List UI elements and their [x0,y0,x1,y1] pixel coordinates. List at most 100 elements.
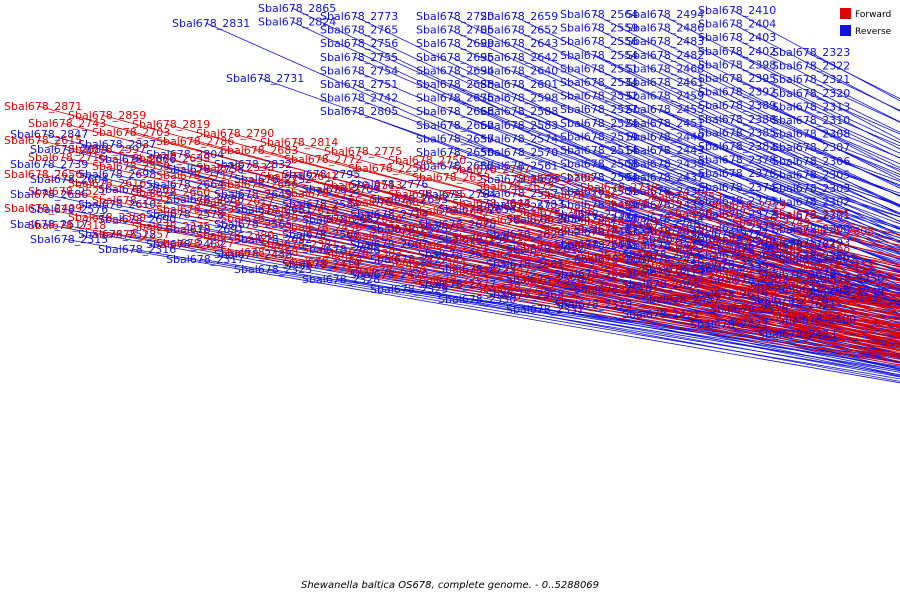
reverse-gene-label: Sbal678_2382 [698,140,776,153]
reverse-gene-label: Sbal678_2604 [30,173,108,186]
forward-gene-label: Sbal678_2375 [132,220,210,233]
reverse-gene-label: Sbal678_2681 [234,203,312,216]
reverse-gene-label: Sbal678_2614 [710,243,788,256]
reverse-label-connector [659,40,900,159]
forward-gene-label: Sbal678_2656 [4,168,82,181]
forward-gene-label: Sbal678_2568 [772,242,850,255]
forward-label-connector [357,150,900,298]
reverse-gene-label: Sbal678_2561 [480,160,558,173]
reverse-gene-label: Sbal678_2305 [772,168,850,181]
forward-gene-label: Sbal678_2479 [220,212,298,225]
reverse-gene-label: Sbal678_2462 [146,238,224,251]
reverse-gene-label: Sbal678_2301 [772,209,850,222]
reverse-gene-label: Sbal678_2486 [626,22,704,35]
forward-label-connector [253,183,900,330]
reverse-gene-label: Sbal678_2524 [560,117,638,130]
reverse-gene-label: Sbal678_2368 [486,288,564,301]
reverse-label-connector [659,13,900,141]
reverse-label-connector [449,42,900,249]
forward-gene-label: Sbal678_2648 [540,223,618,236]
reverse-gene-label: Sbal678_2330 [438,293,516,306]
forward-gene-label: Sbal678_2733 [604,198,682,211]
forward-label-connector [509,185,900,282]
reverse-gene-label: Sbal678_2249 [806,286,884,299]
reverse-label-connector [723,233,900,274]
reverse-label-connector [513,29,900,215]
reverse-gene-label: Sbal678_2805 [320,105,398,118]
reverse-gene-label: Sbal678_2379 [554,298,632,311]
reverse-gene-label: Sbal678_2398 [698,58,776,71]
reverse-gene-label: Sbal678_2619 [690,288,768,301]
reverse-gene-label: Sbal678_2328 [302,273,380,286]
forward-gene-label: Sbal678_2660 [132,186,210,199]
forward-gene-label: Sbal678_2533 [196,161,274,174]
reverse-label-connector [607,288,900,335]
reverse-label-connector [449,15,900,236]
forward-gene-label: Sbal678_2569 [644,258,722,271]
reverse-gene-label: Sbal678_2420 [350,268,428,281]
reverse-label-connector [513,151,900,280]
reverse-gene-label: Sbal678_2574 [480,132,558,145]
reverse-gene-label: Sbal678_2563 [98,183,176,196]
reverse-gene-label: Sbal678_2335 [750,280,828,293]
reverse-gene-label: Sbal678_2321 [772,73,850,86]
reverse-gene-label: Sbal678_2555 [690,258,768,271]
reverse-gene-label: Sbal678_2500 [778,313,856,326]
forward-label-connector [189,242,900,358]
forward-gene-label: Sbal678_2790 [196,127,274,140]
reverse-gene-label: Sbal678_2764 [418,188,496,201]
reverse-gene-label: Sbal678_2331 [506,303,584,316]
forward-gene-label: Sbal678_2647 [412,205,490,218]
reverse-gene-label: Sbal678_2439 [626,158,704,171]
forward-gene-label: Sbal678_2523 [156,203,234,216]
reverse-gene-label: Sbal678_2694 [416,64,494,77]
reverse-label-connector [731,159,900,218]
reverse-gene-label: Sbal678_2690 [98,213,176,226]
reverse-gene-label: Sbal678_2757 [554,208,632,221]
forward-gene-label: Sbal678_2463 [348,230,426,243]
reverse-gene-label: Sbal678_2621 [758,298,836,311]
reverse-gene-label: Sbal678_2720 [416,10,494,23]
reverse-label-connector [513,124,900,265]
reverse-label-connector [539,308,900,357]
forward-gene-label: Sbal678_2409 [4,202,82,215]
reverse-gene-label: Sbal678_2699 [416,37,494,50]
reverse-label-connector [353,29,900,287]
reverse-gene-label: Sbal678_2664 [146,178,224,191]
forward-gene-label: Sbal678_2729 [580,215,658,228]
reverse-gene-label: Sbal678_2508 [560,158,638,171]
reverse-gene-label: Sbal678_2317 [166,253,244,266]
forward-gene-label: Sbal678_2467 [668,275,746,288]
forward-label-connector [573,228,900,295]
reverse-label-connector [731,132,900,196]
reverse-gene-label: Sbal678_2714 [350,208,428,221]
reverse-gene-label: Sbal678_2688 [416,78,494,91]
reverse-label-connector [593,136,900,247]
reverse-gene-label: Sbal678_2837 [78,138,156,151]
forward-label-connector [509,219,900,301]
reverse-label-connector [723,293,900,321]
forward-gene-label: Sbal678_2609 [476,214,554,227]
reverse-label-connector [731,172,900,228]
reverse-gene-label: Sbal678_2562 [710,273,788,286]
reverse-gene-label: Sbal678_2682 [302,213,380,226]
reverse-label-connector [659,54,900,169]
reverse-gene-label: Sbal678_2494 [626,8,704,21]
reverse-label-connector [655,253,900,303]
reverse-gene-label: Sbal678_2685 [778,283,856,296]
forward-label-connector [61,156,900,351]
legend-swatch-reverse [840,25,851,36]
forward-gene-label: Sbal678_2719 [708,199,786,212]
forward-gene-label: Sbal678_2412 [796,293,874,306]
reverse-label-connector [179,213,900,364]
reverse-gene-label: Sbal678_2689 [30,143,108,156]
reverse-gene-label: Sbal678_2656 [438,203,516,216]
reverse-label-connector [449,56,900,255]
forward-label-connector [701,246,900,284]
reverse-gene-label: Sbal678_2634 [506,213,584,226]
reverse-gene-label: Sbal678_2693 [370,193,448,206]
reverse-label-connector [247,253,900,368]
forward-gene-label: Sbal678_2605 [516,206,594,219]
reverse-gene-label: Sbal678_2756 [320,37,398,50]
